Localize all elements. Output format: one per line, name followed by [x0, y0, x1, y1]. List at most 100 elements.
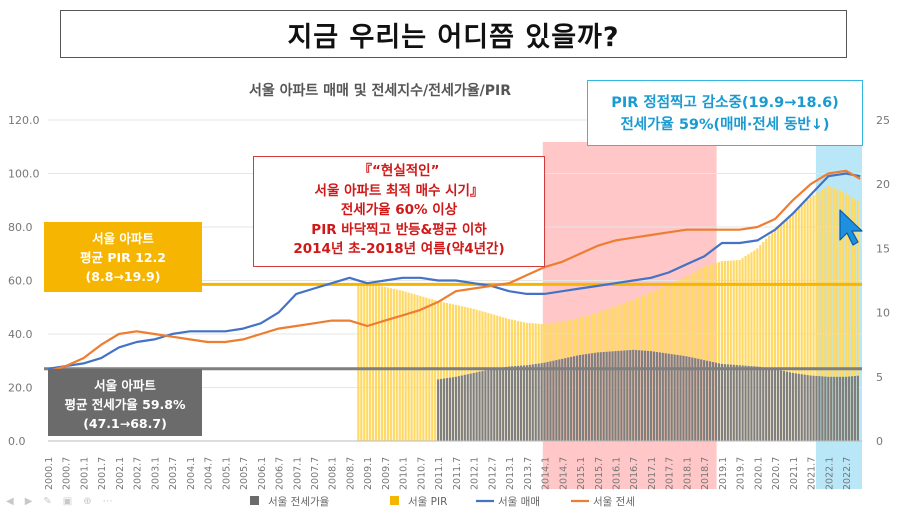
- label-line: 평균 PIR 12.2: [80, 250, 166, 265]
- bar: [392, 288, 395, 441]
- bar: [850, 376, 854, 441]
- bar: [389, 288, 392, 441]
- x-tick-label: 2010.1: [399, 457, 410, 490]
- bar: [747, 254, 750, 441]
- bar: [401, 290, 404, 441]
- bar: [747, 365, 750, 441]
- bar: [534, 363, 537, 441]
- bar: [791, 372, 794, 441]
- bar: [768, 235, 771, 441]
- bar: [847, 376, 851, 441]
- x-tick-label: 2001.1: [79, 457, 90, 490]
- bar: [377, 286, 381, 441]
- bar: [791, 212, 794, 441]
- left-tick-label: 40.0: [8, 328, 33, 341]
- bar: [691, 357, 694, 441]
- bar: [700, 268, 703, 441]
- bar: [827, 376, 830, 441]
- bar: [632, 349, 635, 441]
- bar: [729, 364, 732, 441]
- bar: [797, 207, 800, 441]
- bar: [833, 376, 836, 441]
- left-tick-label: 0.0: [8, 435, 26, 448]
- callout-line: 2014년 초-2018년 여름(약4년간): [293, 241, 505, 257]
- bar: [558, 359, 561, 441]
- x-tick-label: 2011.7: [452, 457, 463, 490]
- bar: [404, 291, 407, 441]
- bar: [478, 371, 481, 441]
- bar: [750, 366, 753, 441]
- bar: [573, 356, 576, 441]
- legend-label: 서울 전세: [593, 496, 635, 508]
- legend-swatch: [390, 496, 399, 505]
- bar: [407, 292, 410, 441]
- x-tick-label: 2022.1: [824, 457, 835, 490]
- bar: [726, 364, 729, 441]
- screen-icon[interactable]: ▣: [62, 496, 73, 507]
- x-tick-label: 2018.1: [682, 457, 693, 490]
- bar: [839, 190, 842, 441]
- bar: [821, 376, 824, 441]
- x-tick-label: 2001.7: [97, 457, 108, 490]
- bar: [853, 198, 857, 441]
- bar: [850, 196, 854, 441]
- x-tick-label: 2012.7: [487, 457, 498, 490]
- bar: [484, 370, 487, 441]
- more-icon[interactable]: ⋯: [102, 496, 113, 507]
- bar: [567, 357, 570, 441]
- play-icon[interactable]: ◀: [6, 496, 14, 507]
- bar: [806, 199, 809, 441]
- bar: [457, 305, 460, 441]
- bar: [833, 188, 836, 441]
- bar: [756, 366, 759, 441]
- bar: [741, 365, 744, 441]
- bar: [564, 358, 567, 441]
- legend-label: 서울 전세가율: [268, 496, 330, 508]
- bar: [614, 351, 617, 441]
- bar: [830, 376, 833, 441]
- bar: [363, 283, 366, 441]
- x-tick-label: 2017.1: [647, 457, 658, 490]
- average-pir-label: 서울 아파트 평균 PIR 12.2 (8.8→19.9): [44, 222, 202, 292]
- x-tick-label: 2004.7: [204, 457, 215, 490]
- right-tick-label: 20: [876, 178, 890, 191]
- bar: [525, 365, 528, 441]
- bar: [844, 193, 848, 441]
- bar: [824, 187, 827, 441]
- x-tick-label: 2003.1: [150, 457, 161, 490]
- left-tick-label: 20.0: [8, 382, 33, 395]
- bar: [561, 358, 564, 441]
- bar: [682, 355, 685, 441]
- bar: [771, 368, 774, 441]
- x-tick-label: 2014.1: [541, 457, 552, 490]
- bar: [578, 354, 582, 441]
- bar: [703, 360, 706, 441]
- bar: [516, 365, 520, 441]
- x-tick-label: 2019.7: [736, 457, 747, 490]
- bar: [694, 271, 697, 441]
- bar: [519, 365, 523, 441]
- pointer-icon[interactable]: ▶: [24, 496, 33, 507]
- bar: [723, 261, 726, 441]
- callout-line: 전세가율 59%(매매·전세 동반↓): [620, 117, 830, 133]
- bar: [386, 287, 390, 441]
- bar: [785, 371, 789, 441]
- label-line: 서울 아파트: [94, 378, 156, 393]
- bar: [599, 352, 602, 441]
- pen-icon[interactable]: ✎: [43, 496, 52, 507]
- bar: [372, 285, 375, 441]
- x-tick-label: 2007.1: [292, 457, 303, 490]
- x-tick-label: 2006.1: [257, 457, 268, 490]
- bar: [469, 373, 472, 441]
- bar: [481, 371, 484, 441]
- bar: [735, 260, 738, 441]
- zoom-icon[interactable]: ⊕: [83, 496, 92, 507]
- bar: [744, 256, 747, 441]
- bar: [593, 352, 596, 441]
- headline: 지금 우리는 어디쯤 있을까?: [60, 10, 847, 58]
- bar: [738, 365, 741, 441]
- bar: [643, 350, 647, 441]
- bar: [708, 264, 712, 441]
- bar: [765, 367, 768, 441]
- bar: [815, 375, 818, 441]
